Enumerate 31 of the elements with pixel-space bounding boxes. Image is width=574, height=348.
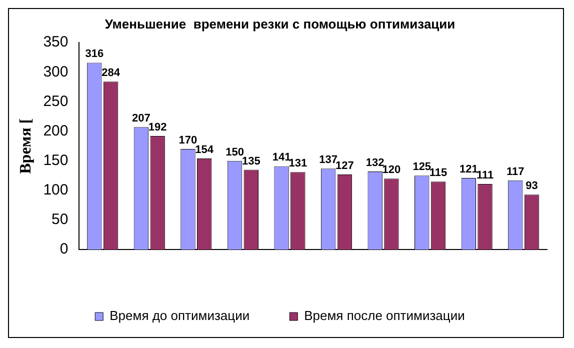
data-label: 192 [148,122,167,134]
y-tick-label: 200 [43,122,68,140]
data-label: 120 [382,164,401,176]
data-label: 131 [288,158,308,170]
data-label: 135 [242,155,260,168]
data-label: 132 [366,157,384,170]
data-label: 93 [526,180,538,192]
y-tick-label: 350 [43,34,68,51]
y-tick-label: 50 [52,211,68,228]
y-tick-label: 150 [43,152,68,170]
data-label: 127 [336,160,354,172]
y-tick-label: 0 [60,240,68,258]
data-label: 121 [459,164,478,176]
chart-title: Уменьшение времени резки с помощью оптимизации [104,16,456,32]
y-tick-label: 250 [43,92,68,110]
data-label: 154 [195,144,214,156]
data-label: 125 [412,161,432,174]
data-label: 207 [132,112,150,125]
y-tick-label: 300 [43,63,68,80]
legend-label: Время после оптимизации [304,308,465,324]
data-label: 150 [226,146,244,158]
data-label: 111 [476,169,494,182]
data-label: 137 [319,154,338,166]
y-tick-label: 100 [43,182,68,199]
data-label: 170 [178,134,198,147]
data-label: 117 [506,166,524,178]
data-label: 284 [102,67,121,80]
legend-label: Время до оптимизации [110,308,250,324]
data-label: 141 [272,152,291,164]
y-axis-title: Время [ [18,118,35,174]
data-label: 316 [85,48,104,60]
